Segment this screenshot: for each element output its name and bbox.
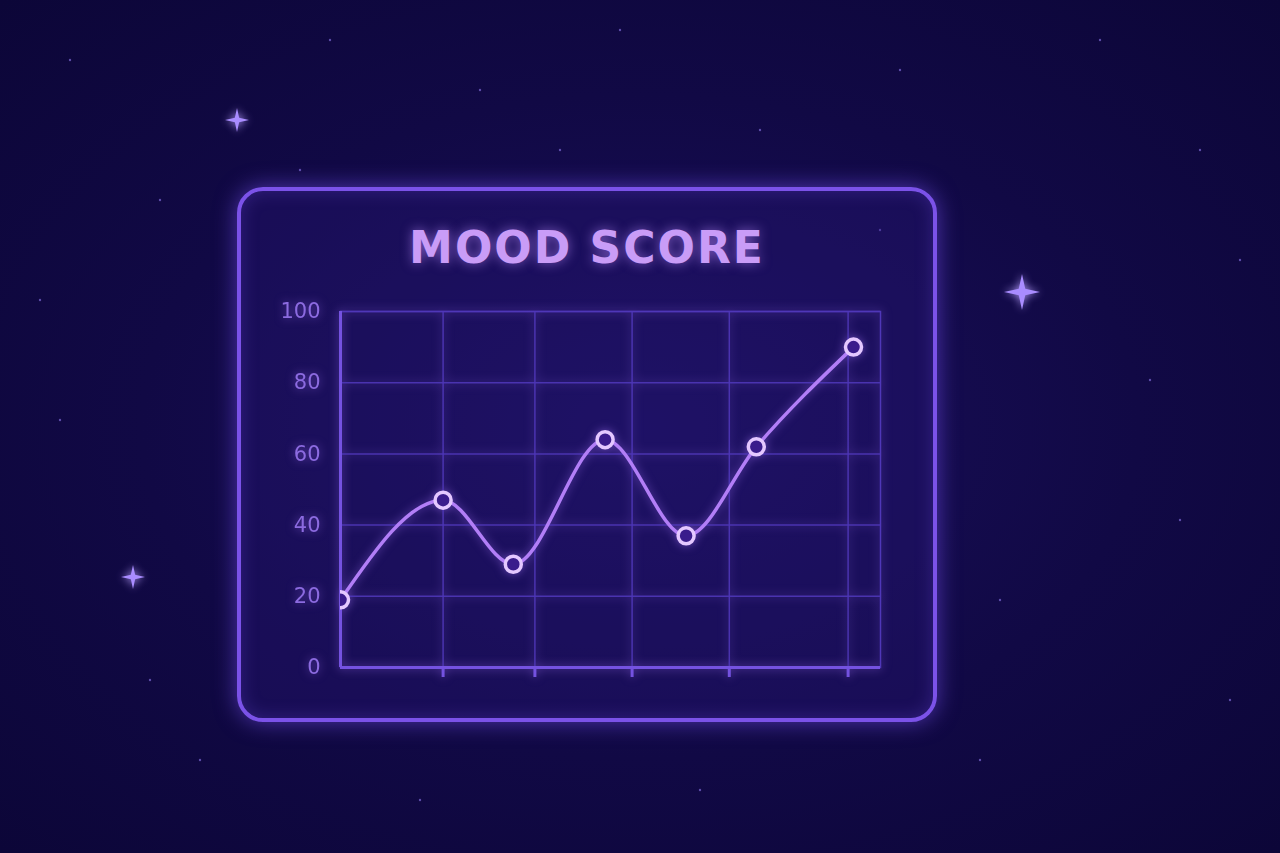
svg-text:60: 60 [294, 442, 321, 466]
svg-text:0: 0 [307, 655, 320, 679]
svg-text:80: 80 [294, 370, 321, 394]
svg-text:40: 40 [294, 513, 321, 537]
svg-text:20: 20 [294, 584, 321, 608]
svg-text:100: 100 [280, 299, 320, 323]
html-text:MOOD SCORE: MOOD SCORE [409, 222, 765, 273]
